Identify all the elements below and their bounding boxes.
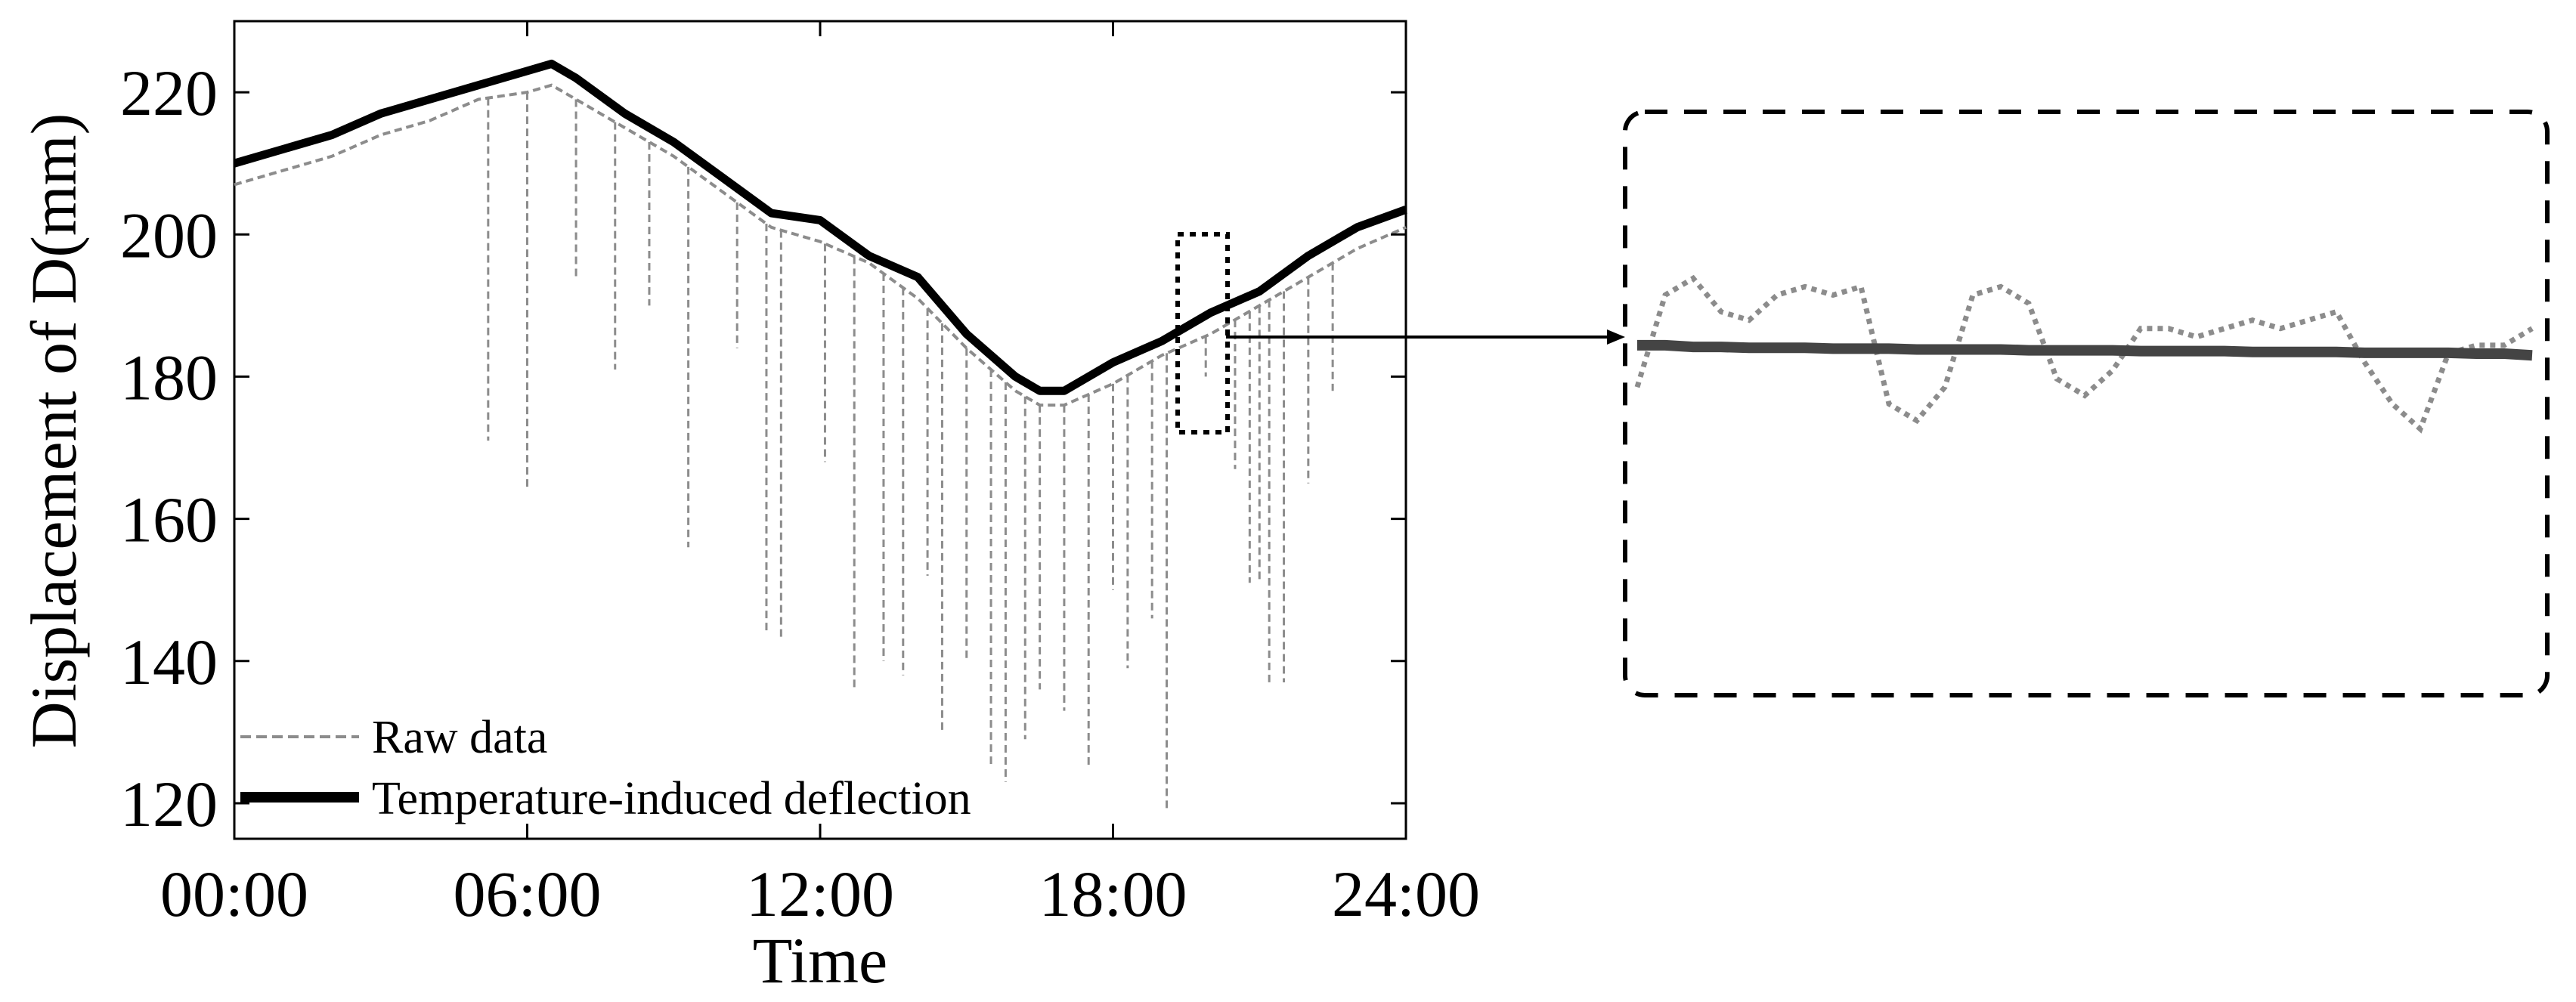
x-tick-label: 24:00 — [1332, 858, 1480, 930]
inset-raw-data-line — [1634, 274, 2534, 434]
temperature-deflection-series — [233, 59, 1407, 395]
y-tick-label: 180 — [120, 341, 218, 413]
legend-raw-label: Raw data — [372, 712, 547, 763]
x-tick-label: 18:00 — [1039, 858, 1187, 930]
y-tick-label: 140 — [120, 626, 218, 698]
temperature-deflection-line — [233, 59, 1407, 395]
raw-data-line — [234, 83, 1407, 407]
x-tick-label: 06:00 — [454, 858, 602, 930]
y-tick-label: 200 — [120, 199, 218, 271]
y-tick-label: 220 — [120, 57, 218, 129]
zoom-region-box — [1175, 232, 1230, 435]
x-axis-ticks: 00:00 06:00 12:00 18:00 24:00 — [160, 21, 1480, 930]
inset-temperature-deflection-line — [1637, 339, 2533, 361]
inset-chart — [1623, 110, 2550, 697]
legend: Raw data Temperature-induced deflection — [240, 712, 971, 824]
raw-data-series — [234, 83, 1407, 811]
inset-temperature-deflection-series — [1637, 339, 2533, 361]
main-chart: 00:00 06:00 12:00 18:00 24:00 120 140 160 180 20… — [17, 20, 1480, 997]
zoom-arrow — [1226, 329, 1625, 345]
y-axis-title: Displacement of D(mm) — [17, 113, 90, 749]
y-axis-ticks: 120 140 160 180 200 220 — [120, 57, 1406, 840]
inset-raw-data-series — [1634, 274, 2534, 434]
legend-fit-label: Temperature-induced deflection — [372, 773, 971, 824]
inset-frame — [1623, 110, 2550, 697]
x-axis-title: Time — [753, 924, 887, 997]
x-tick-label: 00:00 — [160, 858, 308, 930]
y-tick-label: 160 — [120, 484, 218, 556]
x-tick-label: 12:00 — [746, 858, 894, 930]
y-tick-label: 120 — [120, 768, 218, 840]
